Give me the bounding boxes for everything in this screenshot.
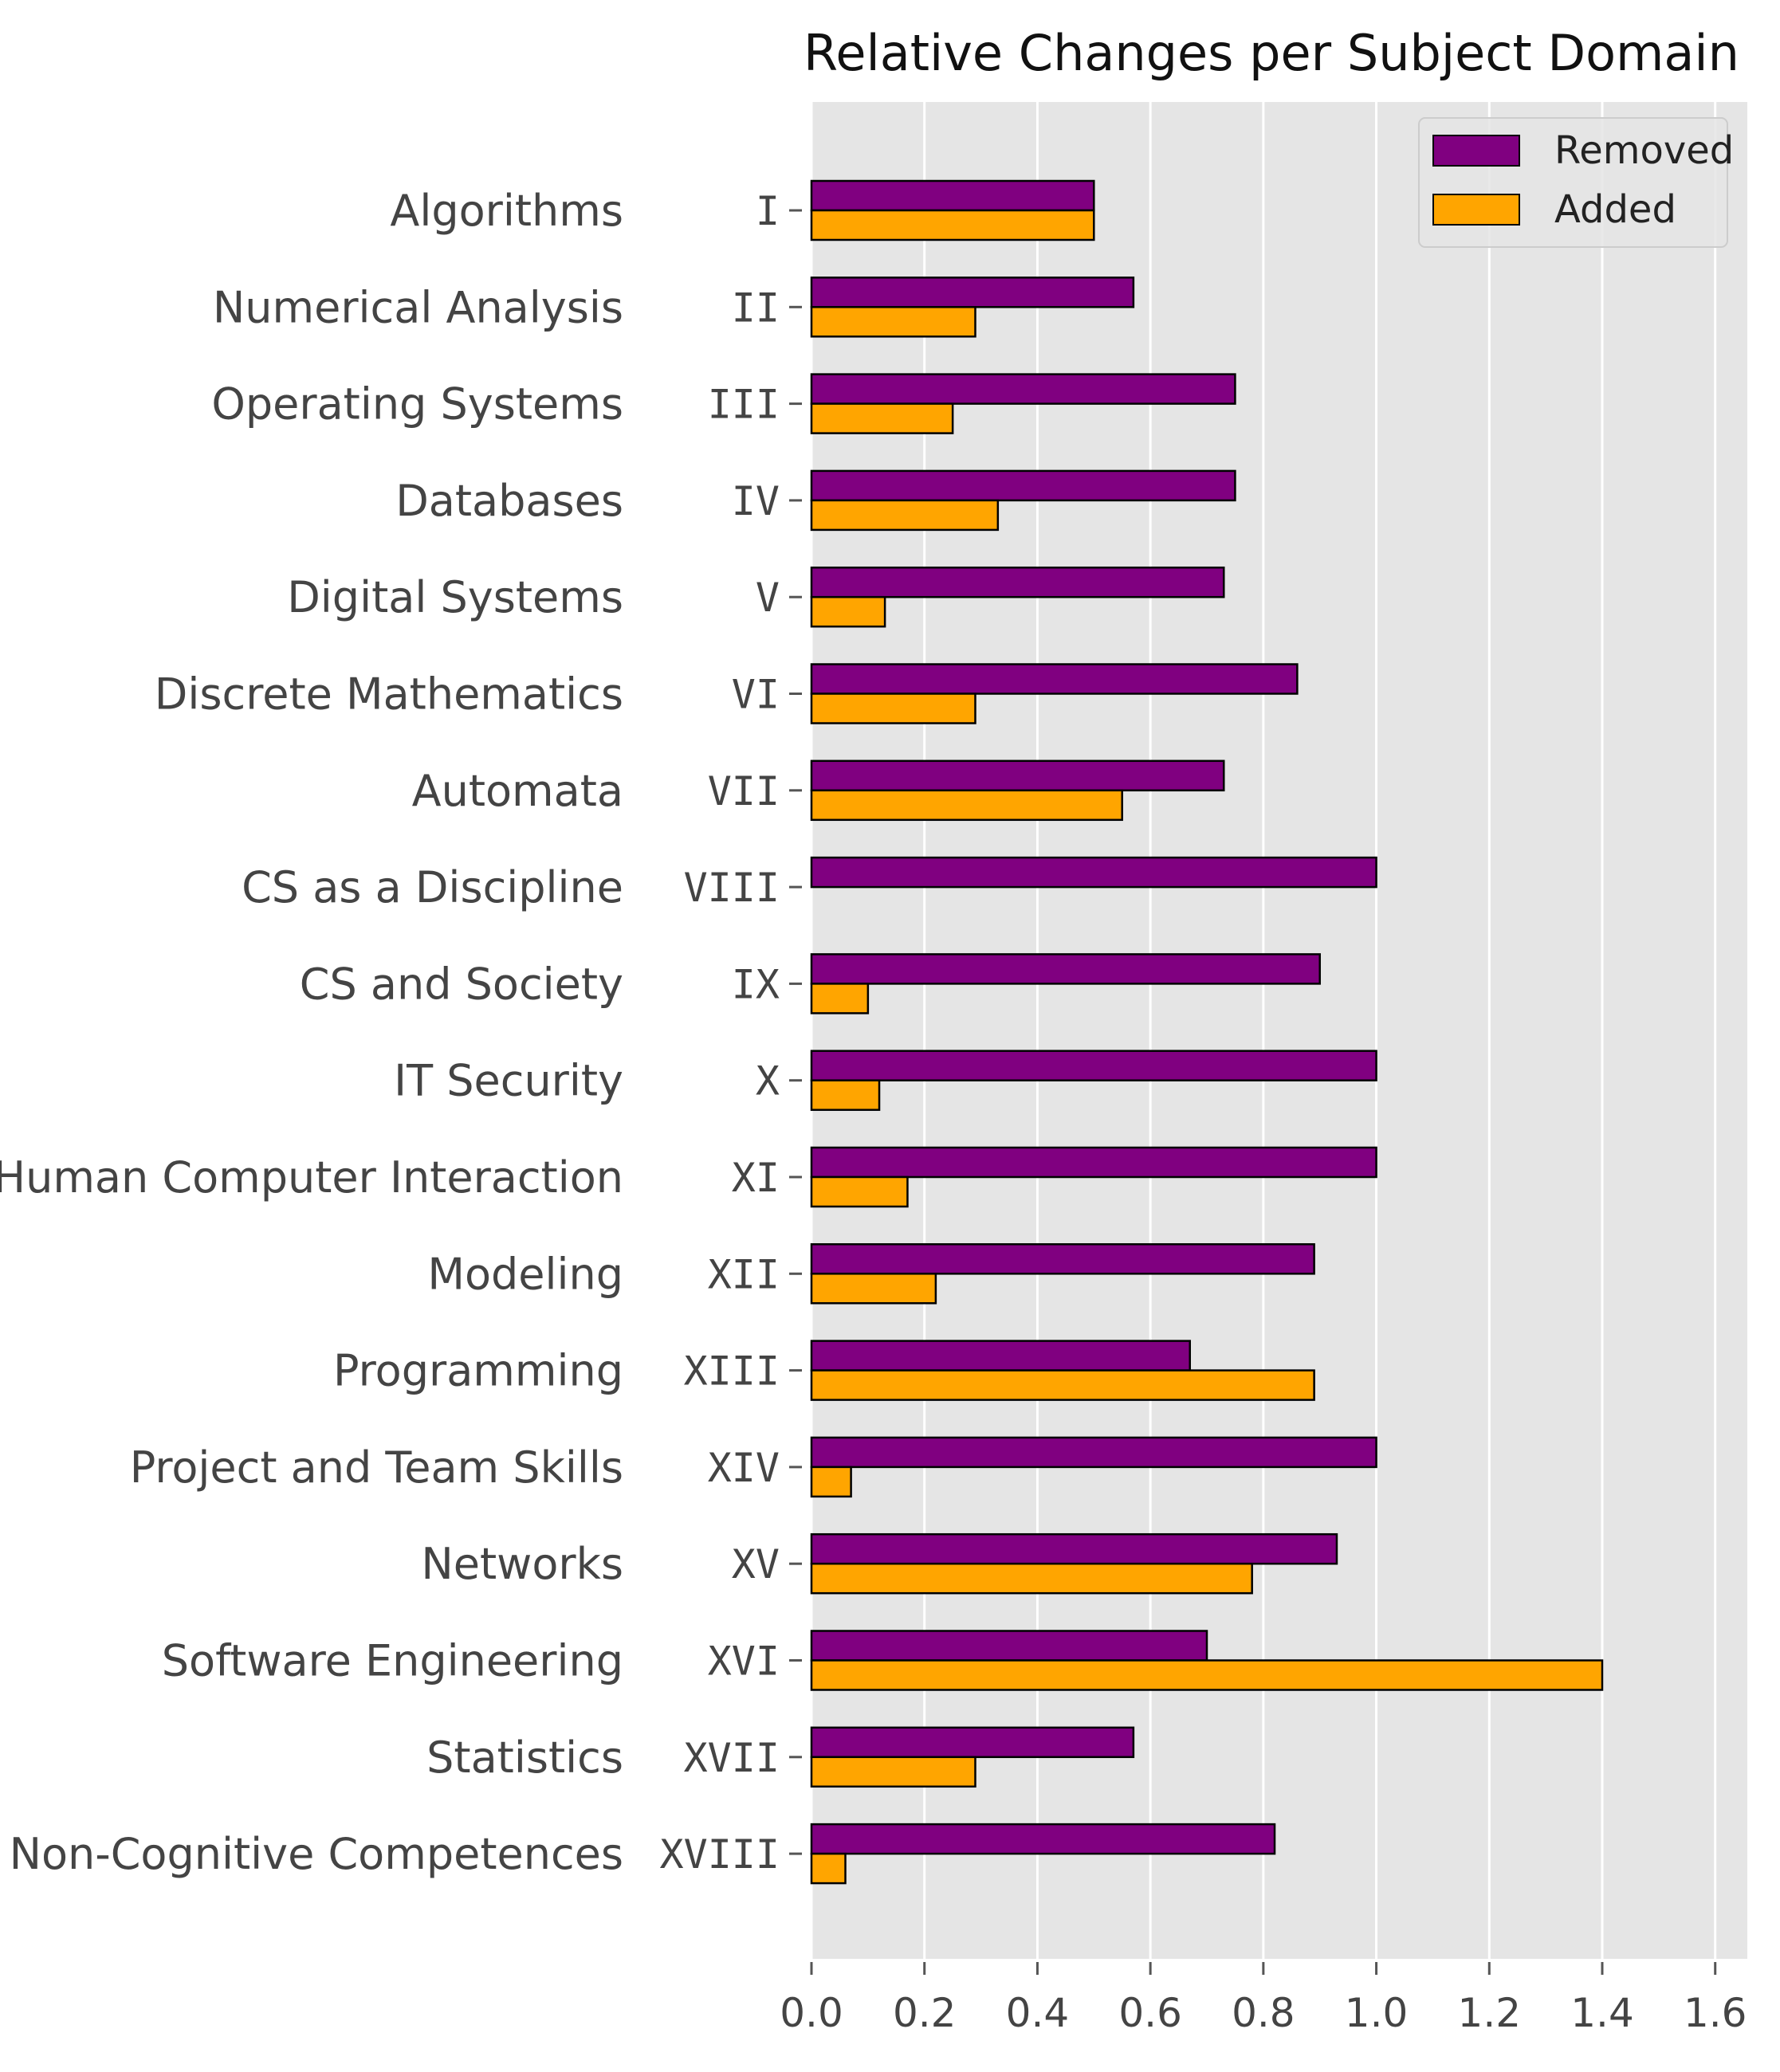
x-tick-label-2: 0.4 — [1006, 1990, 1070, 2036]
category-label-networks: Networks — [421, 1539, 623, 1589]
category-label-algorithms: Algorithms — [390, 186, 623, 236]
category-label-software-engineering: Software Engineering — [162, 1636, 623, 1686]
chart-title: Relative Changes per Subject Domain — [804, 24, 1739, 82]
x-tick-label-8: 1.6 — [1684, 1990, 1747, 2036]
roman-label-xi: XI — [732, 1155, 780, 1201]
category-label-digital-systems: Digital Systems — [287, 572, 623, 622]
roman-label-iii: III — [708, 382, 780, 428]
roman-label-xiii: XIII — [684, 1348, 780, 1395]
bar-removed-databases — [810, 469, 1236, 502]
bars — [810, 179, 1604, 1885]
x-tick-label-5: 1.0 — [1345, 1990, 1409, 2036]
category-label-operating-systems: Operating Systems — [211, 379, 623, 430]
bar-added-automata — [810, 789, 1123, 822]
roman-label-v: V — [756, 575, 780, 621]
bar-added-numerical-analysis — [810, 306, 976, 338]
bar-removed-networks — [810, 1532, 1338, 1565]
x-tick-label-4: 0.8 — [1232, 1990, 1295, 2036]
x-tick-label-7: 1.4 — [1570, 1990, 1634, 2036]
category-label-cs-and-society: CS and Society — [300, 959, 623, 1009]
bar-added-programming — [810, 1369, 1315, 1401]
category-label-numerical-analysis: Numerical Analysis — [213, 282, 623, 332]
legend-swatch-added — [1432, 194, 1520, 226]
category-label-human-computer-interaction: Human Computer Interaction — [0, 1152, 623, 1203]
bar-added-project-and-team-skills — [810, 1466, 852, 1498]
x-tick-label-6: 1.2 — [1458, 1990, 1522, 2036]
bar-removed-it-security — [810, 1050, 1377, 1081]
bar-added-databases — [810, 499, 1000, 532]
bar-added-software-engineering — [810, 1659, 1604, 1691]
legend: Removed Added — [1418, 117, 1734, 248]
roman-label-xvii: XVII — [684, 1735, 780, 1781]
bar-added-algorithms — [810, 209, 1095, 241]
legend-swatch-removed — [1432, 135, 1520, 167]
category-label-project-and-team-skills: Project and Team Skills — [130, 1442, 623, 1493]
roman-label-i: I — [756, 188, 780, 234]
bar-added-cs-and-society — [810, 983, 870, 1014]
bar-removed-programming — [810, 1340, 1191, 1372]
category-labels: Algorithms I Numerical Analysis II Operating… — [0, 186, 802, 1879]
x-tick-label-3: 0.6 — [1118, 1990, 1182, 2036]
category-label-databases: Databases — [395, 476, 623, 526]
roman-label-ii: II — [732, 285, 780, 331]
bar-added-discrete-mathematics — [810, 693, 976, 724]
roman-label-vi: VI — [732, 672, 780, 718]
bar-removed-automata — [810, 759, 1225, 792]
roman-label-xvi: XVI — [708, 1638, 780, 1685]
x-tick-label-0: 0.0 — [780, 1990, 843, 2036]
bar-removed-operating-systems — [810, 373, 1236, 405]
roman-label-ix: IX — [732, 961, 780, 1007]
category-label-non-cognitive-competences: Non-Cognitive Competences — [10, 1829, 623, 1879]
category-label-automata: Automata — [412, 766, 623, 816]
bar-removed-discrete-mathematics — [810, 663, 1299, 695]
x-axis: 0.0 0.2 0.4 0.6 0.8 1.0 1.2 1.4 1.6 — [780, 1962, 1747, 2036]
category-label-cs-as-a-discipline: CS as a Discipline — [242, 862, 623, 912]
category-label-programming: Programming — [333, 1346, 623, 1396]
bar-removed-cs-and-society — [810, 953, 1321, 985]
roman-label-vii: VII — [708, 768, 780, 814]
bar-removed-project-and-team-skills — [810, 1436, 1377, 1469]
bar-added-statistics — [810, 1756, 976, 1788]
roman-label-xviii: XVIII — [659, 1831, 780, 1878]
bar-removed-numerical-analysis — [810, 277, 1135, 308]
bar-removed-human-computer-interaction — [810, 1146, 1377, 1179]
bar-added-human-computer-interaction — [810, 1175, 909, 1208]
x-tick-label-1: 0.2 — [893, 1990, 957, 2036]
roman-label-xii: XII — [708, 1251, 780, 1297]
roman-label-xiv: XIV — [708, 1445, 780, 1491]
roman-label-x: X — [756, 1058, 780, 1105]
category-label-discrete-mathematics: Discrete Mathematics — [155, 669, 623, 720]
bar-added-it-security — [810, 1079, 881, 1111]
bar-added-digital-systems — [810, 595, 886, 628]
roman-label-viii: VIII — [684, 865, 780, 911]
bar-removed-cs-as-a-discipline — [810, 856, 1377, 889]
roman-label-iv: IV — [732, 478, 780, 524]
bar-removed-algorithms — [810, 179, 1095, 212]
bar-removed-modeling — [810, 1243, 1315, 1275]
category-label-statistics: Statistics — [426, 1733, 623, 1783]
bar-removed-non-cognitive-competences — [810, 1823, 1276, 1855]
bar-added-networks — [810, 1562, 1253, 1595]
bar-removed-digital-systems — [810, 566, 1225, 598]
roman-label-xv: XV — [732, 1541, 780, 1587]
bar-removed-software-engineering — [810, 1630, 1208, 1662]
bar-added-modeling — [810, 1273, 937, 1305]
legend-label-removed: Removed — [1554, 128, 1734, 173]
legend-label-added: Added — [1554, 187, 1676, 232]
bar-added-non-cognitive-competences — [810, 1852, 847, 1885]
category-label-modeling: Modeling — [427, 1249, 623, 1299]
category-label-it-security: IT Security — [394, 1056, 623, 1106]
bar-removed-statistics — [810, 1726, 1135, 1759]
bar-added-operating-systems — [810, 402, 954, 434]
